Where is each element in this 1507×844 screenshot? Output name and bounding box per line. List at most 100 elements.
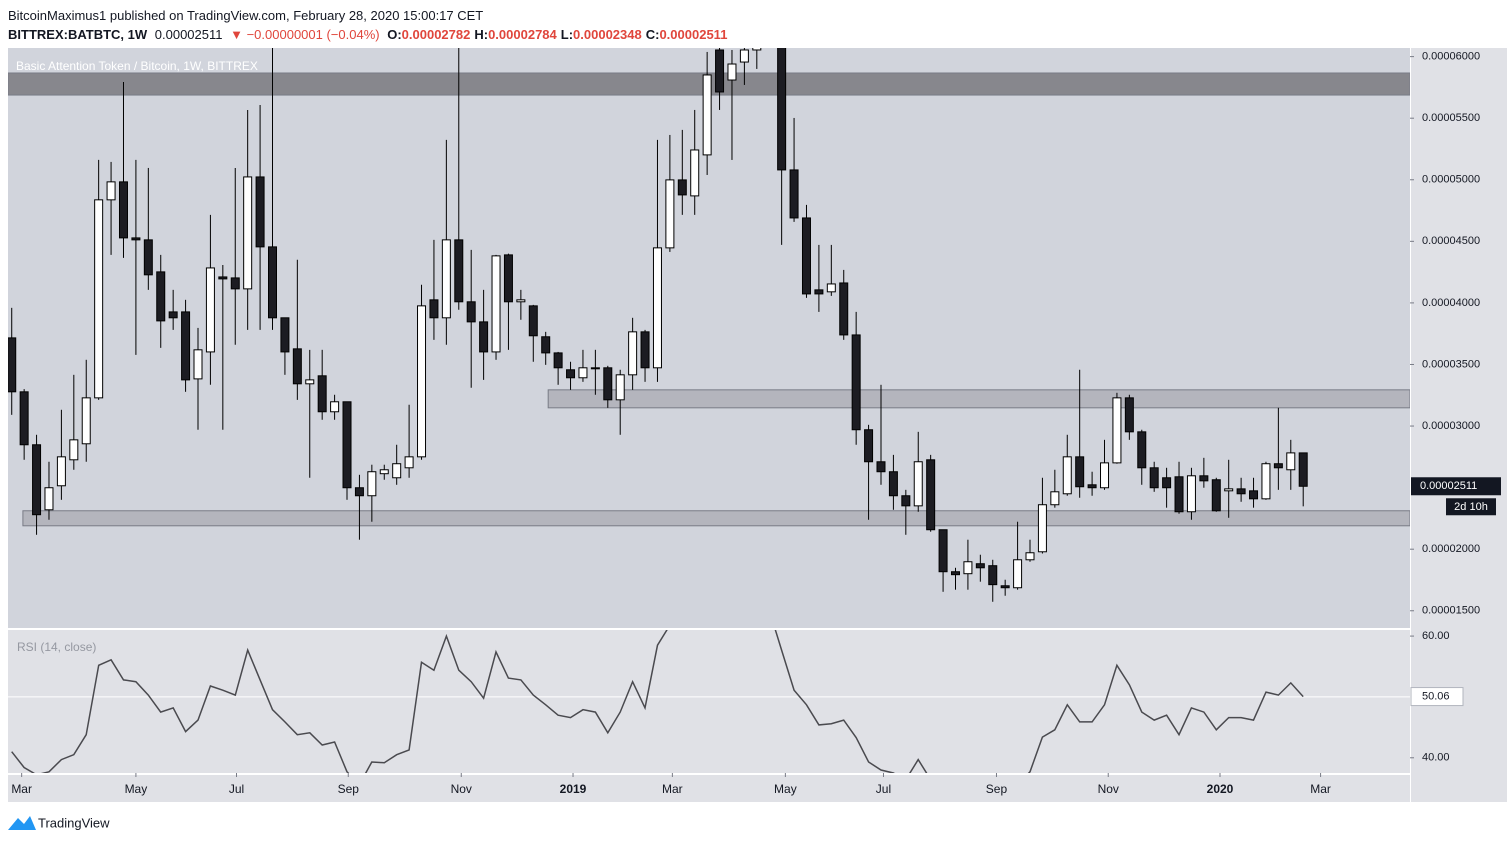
- candle-body: [1013, 559, 1023, 589]
- candle-body: [503, 254, 513, 303]
- candle-body: [230, 277, 240, 290]
- y-tick-label: 0.00005000: [1422, 174, 1480, 186]
- candle-body: [69, 439, 79, 461]
- y-tick-label: 0.00006000: [1422, 51, 1480, 63]
- symbol: BITTREX:BATBTC, 1W: [8, 27, 148, 42]
- candle-body: [367, 471, 377, 497]
- candle-body: [988, 565, 998, 586]
- candle-body: [466, 301, 476, 323]
- candle-body: [578, 367, 588, 379]
- candle-body: [193, 349, 203, 380]
- candle-body: [727, 63, 737, 81]
- candle-body: [1298, 452, 1308, 487]
- candle-body: [938, 529, 948, 573]
- candle-body: [317, 375, 327, 413]
- candle-body: [1249, 490, 1259, 500]
- ohlc-key: H:: [474, 27, 489, 42]
- candle-body: [801, 217, 811, 295]
- candle-body: [8, 337, 17, 393]
- candle-body: [528, 305, 538, 337]
- brand: TradingView: [38, 815, 110, 830]
- rsi-line: [11, 630, 1304, 773]
- candle-body: [156, 271, 166, 322]
- ohlc-key: C:: [645, 27, 660, 42]
- candle-body: [652, 247, 662, 369]
- y-tick-label: 0.00004000: [1422, 297, 1480, 309]
- price-tag: 0.00002511: [1420, 480, 1477, 492]
- x-axis-background: [8, 775, 1410, 802]
- candle-body: [441, 239, 451, 319]
- ohlc-value: 0.00002511: [659, 27, 728, 42]
- candle-body: [1236, 488, 1246, 495]
- candle-body: [330, 401, 340, 413]
- rsi-tag: 50.06: [1422, 690, 1450, 702]
- candle-body: [143, 239, 153, 276]
- candle-body: [1211, 479, 1221, 512]
- candle-body: [1174, 476, 1184, 513]
- candle-body: [479, 321, 489, 353]
- ohlc-key: L:: [560, 27, 574, 42]
- candle-body: [255, 176, 265, 248]
- candle-body: [665, 179, 675, 249]
- candle-body: [1149, 467, 1159, 489]
- candle-body: [131, 237, 141, 241]
- candle-body: [1261, 463, 1271, 500]
- candle-body: [926, 459, 936, 531]
- y-tick-label: 0.00003500: [1422, 358, 1480, 370]
- candle-body: [1224, 488, 1234, 492]
- candle-body: [864, 429, 874, 463]
- x-tick-label: Sep: [338, 782, 360, 796]
- candle-body: [777, 48, 787, 171]
- candle-body: [454, 239, 464, 303]
- candle-body: [1062, 456, 1072, 495]
- price-pane: [8, 48, 1410, 602]
- candle-body: [950, 571, 960, 576]
- candle-body: [789, 169, 799, 219]
- candle-body: [590, 367, 600, 370]
- candle-body: [392, 463, 402, 479]
- countdown-box: [1446, 498, 1496, 516]
- candle-body: [814, 289, 824, 295]
- ohlc-value: 0.00002784: [488, 27, 557, 42]
- quote-line: BITTREX:BATBTC, 1W 0.00002511 ▼ −0.00000…: [8, 25, 735, 44]
- candle-body: [205, 267, 215, 353]
- candle-body: [44, 487, 54, 511]
- axes: 0.00001500 0.00002000 0.00003000 0.00003500…: [11, 51, 1501, 796]
- price-tag-box: [1411, 477, 1501, 496]
- x-tick-label: May: [774, 782, 797, 796]
- rsi-pane: [8, 630, 1410, 773]
- x-tick-label: Jul: [876, 782, 891, 796]
- rsi-background: [8, 630, 1410, 773]
- x-tick-label: Nov: [451, 782, 472, 796]
- x-tick-label: May: [125, 782, 148, 796]
- candle-body: [1037, 504, 1047, 553]
- candle-body: [243, 176, 253, 290]
- candle-body: [1100, 462, 1110, 489]
- x-tick-label: Sep: [986, 782, 1008, 796]
- candle-body: [690, 149, 700, 197]
- candle-body: [305, 379, 315, 385]
- candle-body: [1199, 475, 1209, 482]
- candle-body: [1137, 431, 1147, 469]
- candle-body: [628, 331, 638, 376]
- candle-body: [603, 367, 613, 401]
- candle-body: [1162, 477, 1172, 489]
- last-price: 0.00002511: [154, 27, 223, 42]
- candle-body: [888, 471, 898, 497]
- x-tick-label: Mar: [1310, 782, 1331, 796]
- candle-body: [1075, 456, 1085, 488]
- rsi-title: RSI (14, close): [17, 640, 96, 654]
- candle-body: [839, 282, 849, 336]
- candle-body: [901, 495, 911, 507]
- candle-body: [739, 49, 749, 63]
- candle-body: [1025, 552, 1035, 561]
- candle-body: [429, 299, 439, 319]
- candle-body: [1000, 585, 1010, 589]
- candle-body: [1186, 475, 1196, 513]
- candle-body: [181, 311, 191, 381]
- rsi-tag-box: [1410, 687, 1464, 707]
- candle-body: [491, 255, 501, 353]
- candle-body: [975, 563, 985, 569]
- ohlc-value: 0.00002348: [573, 27, 642, 42]
